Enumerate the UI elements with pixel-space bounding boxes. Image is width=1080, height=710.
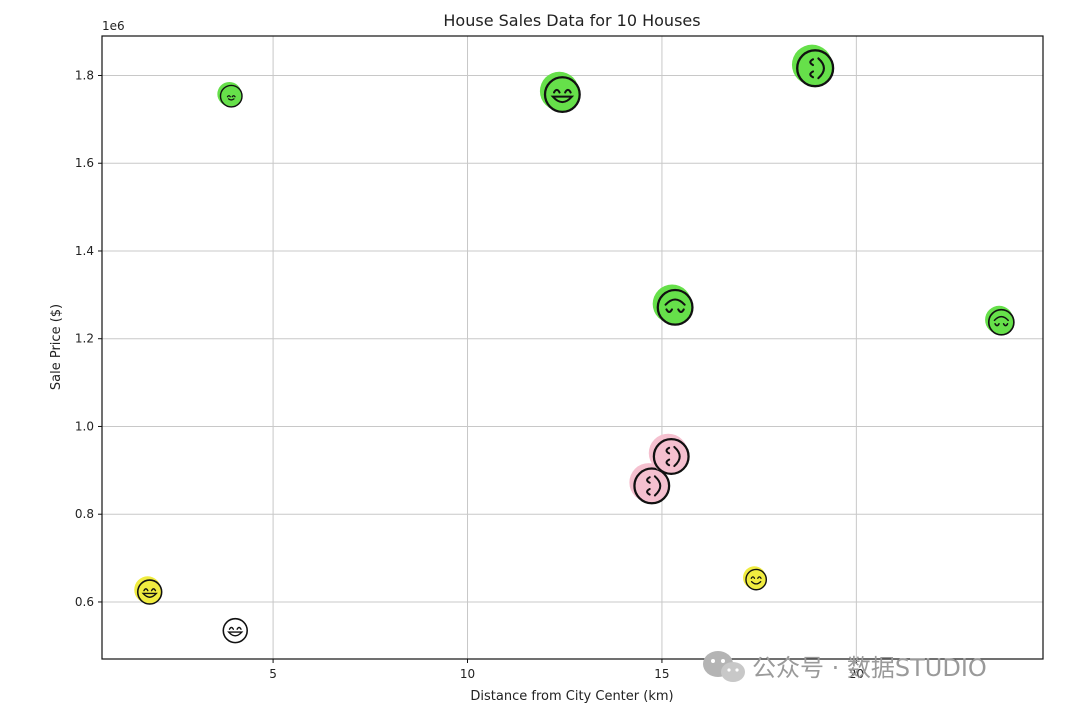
marker-face	[745, 568, 768, 591]
y-tick-label: 1.8	[75, 68, 94, 82]
scatter-point-3	[222, 617, 248, 644]
smiley-marker	[633, 467, 671, 505]
scatter-point-6	[648, 433, 690, 475]
marker-face	[219, 84, 243, 108]
marker-face	[796, 49, 835, 88]
smiley-marker	[222, 617, 248, 644]
y-tick-label: 0.8	[75, 507, 94, 521]
scatter-point-1	[134, 576, 163, 605]
y-axis-label: Sale Price ($)	[49, 304, 64, 390]
smiley-marker	[656, 288, 694, 326]
x-axis-label: Distance from City Center (km)	[470, 689, 673, 704]
chart-title: House Sales Data for 10 Houses	[443, 11, 700, 30]
marker-face	[136, 579, 163, 605]
watermark-text: 公众号 · 数据STUDIO	[752, 654, 987, 682]
axis-ticks: 5 10 15 20 0.6 0.8 1.0 1.2 1.4 1.6 1.8	[75, 68, 864, 681]
scatter-point-2	[217, 82, 243, 108]
scatter-point-7	[652, 284, 694, 326]
smiley-marker	[219, 84, 243, 108]
smiley-marker	[136, 579, 163, 605]
y-tick-label: 1.4	[75, 244, 94, 258]
watermark: 公众号 · 数据STUDIO	[703, 651, 987, 682]
smiley-marker	[652, 438, 690, 475]
smiley-marker	[796, 49, 835, 88]
smiley-marker	[543, 76, 581, 114]
y-tick-label: 0.6	[75, 595, 94, 609]
scatter-points	[134, 44, 1015, 644]
scatter-point-8	[742, 566, 768, 591]
grid-lines	[102, 36, 1043, 659]
marker-face	[987, 308, 1015, 336]
marker-face	[633, 467, 671, 505]
wechat-icon	[703, 651, 745, 682]
scatter-point-10	[985, 305, 1015, 336]
y-tick-label: 1.2	[75, 332, 94, 346]
plot-frame	[101, 35, 1044, 660]
marker-face	[543, 76, 581, 114]
marker-face	[222, 617, 248, 644]
scatter-point-9	[791, 44, 835, 88]
y-axis-offset-label: 1e6	[102, 19, 125, 33]
smiley-marker	[987, 308, 1015, 336]
marker-face	[652, 438, 690, 475]
x-tick-label: 15	[654, 667, 669, 681]
smiley-marker	[745, 568, 768, 591]
marker-face	[656, 288, 694, 326]
x-tick-label: 5	[269, 667, 277, 681]
y-tick-label: 1.6	[75, 156, 94, 170]
y-tick-label: 1.0	[75, 419, 94, 433]
scatter-point-5	[629, 463, 671, 505]
x-tick-label: 20	[849, 667, 864, 681]
x-tick-label: 10	[460, 667, 475, 681]
scatter-point-4	[539, 71, 581, 114]
